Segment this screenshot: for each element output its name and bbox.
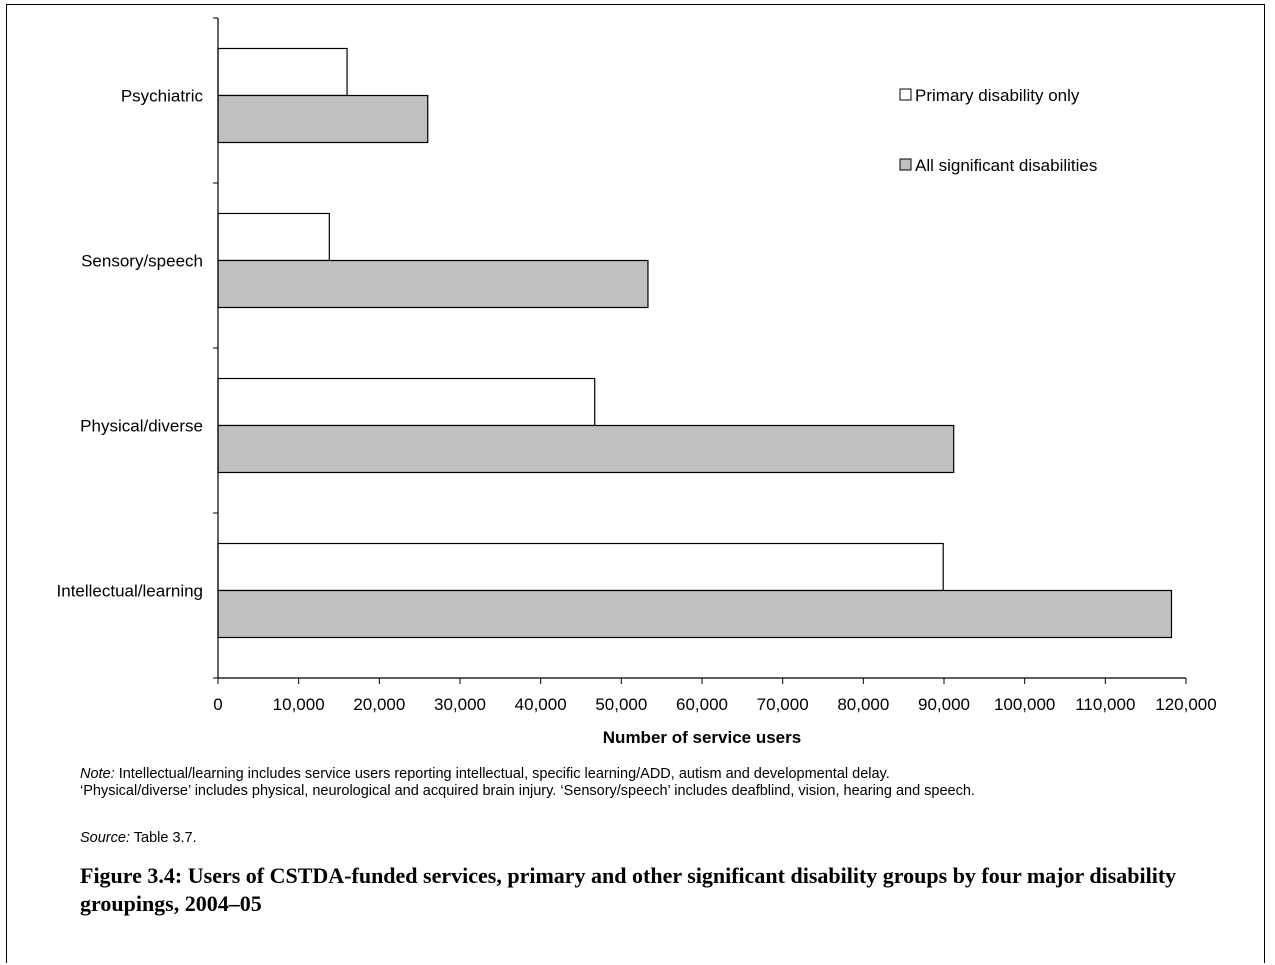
x-tick-label: 0: [213, 695, 222, 714]
x-tick-label: 90,000: [918, 695, 970, 714]
note-label: Note:: [80, 766, 115, 782]
legend-swatch-all: [899, 158, 912, 171]
source-text: Table 3.7.: [129, 830, 197, 846]
figure-frame: [6, 4, 1265, 963]
x-tick-label: 110,000: [1075, 695, 1135, 714]
x-tick-label: 120,000: [1155, 695, 1216, 714]
figure-caption: Figure 3.4: Users of CSTDA-funded servic…: [80, 863, 1177, 916]
bar-chart: Psychiatric Sensory/speech Physical/divers…: [57, 17, 1217, 747]
bars-layer: [217, 47, 1173, 639]
x-tick-label: 70,000: [757, 695, 809, 714]
bar-primary-sensory-speech: [217, 212, 330, 262]
category-labels: Psychiatric Sensory/speech Physical/divers…: [57, 87, 204, 601]
x-tick-label: 10,000: [273, 695, 325, 714]
x-tick-label: 80,000: [837, 695, 889, 714]
x-tick-label: 60,000: [676, 695, 728, 714]
bar-primary-psychiatric: [217, 47, 348, 97]
axes-layer: [213, 17, 1187, 684]
x-tick-label: 30,000: [434, 695, 486, 714]
note-line-1: Intellectual/learning includes service u…: [114, 766, 890, 782]
legend: Primary disability only All significant …: [899, 86, 1097, 175]
legend-swatch-primary: [899, 88, 912, 101]
x-tick-labels: 0 10,000 20,000 30,000 40,000 50,000 60,000 70,…: [213, 695, 1216, 714]
category-label: Physical/diverse: [80, 417, 203, 436]
bar-all-psychiatric: [217, 94, 429, 144]
bar-primary-intellectual-learning: [217, 542, 944, 592]
note-line-2: ‘Physical/diverse’ includes physical, ne…: [80, 783, 975, 799]
x-tick-label: 100,000: [994, 695, 1055, 714]
figure-note: Note: Intellectual/learning includes ser…: [80, 766, 1260, 800]
x-tick-label: 50,000: [595, 695, 647, 714]
bar-all-intellectual-learning: [217, 589, 1173, 639]
category-label: Psychiatric: [121, 87, 204, 106]
bar-all-physical-diverse: [217, 424, 955, 474]
bar-primary-physical-diverse: [217, 377, 596, 427]
bar-all-sensory-speech: [217, 259, 649, 309]
category-label: Intellectual/learning: [57, 582, 203, 601]
figure-source: Source: Table 3.7.: [80, 830, 197, 846]
x-tick-label: 40,000: [515, 695, 567, 714]
x-tick-label: 20,000: [353, 695, 405, 714]
legend-label-all: All significant disabilities: [915, 156, 1097, 175]
source-label: Source:: [80, 830, 130, 846]
legend-label-primary: Primary disability only: [915, 86, 1080, 105]
category-label: Sensory/speech: [81, 252, 203, 271]
x-axis-title: Number of service users: [603, 728, 801, 747]
